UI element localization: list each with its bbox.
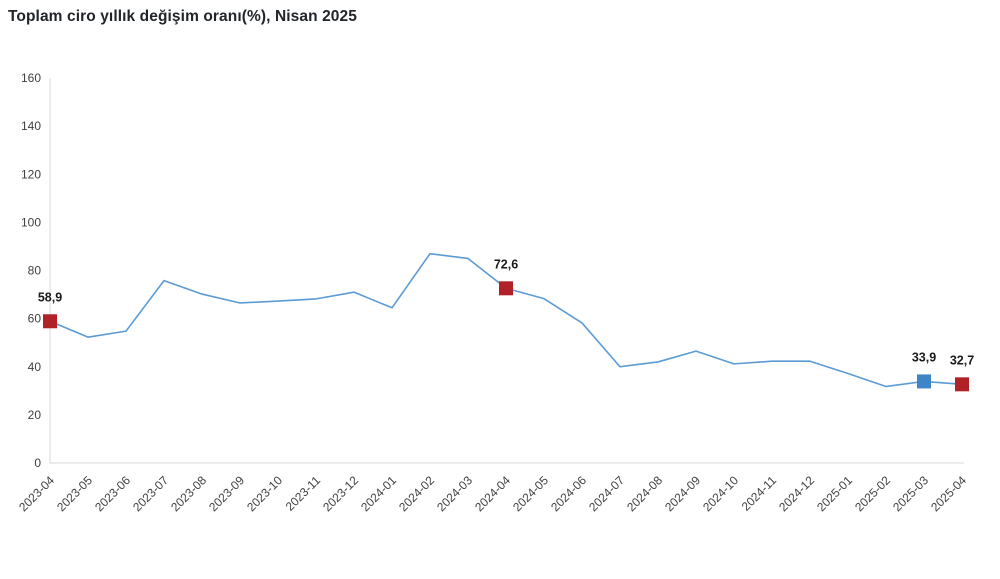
data-point-label-2025-03: 33,9: [912, 350, 936, 364]
x-axis-tick-label: 2023-07: [130, 473, 171, 514]
data-point-label-2025-04: 32,7: [950, 353, 974, 367]
x-axis-tick-label: 2024-10: [700, 473, 741, 514]
x-axis-tick-label: 2024-12: [776, 473, 817, 514]
y-axis-tick-label: 120: [21, 167, 41, 181]
y-axis-tick-label: 80: [28, 264, 42, 278]
x-axis-tick-label: 2023-12: [320, 473, 361, 514]
x-axis-tick-label: 2024-06: [548, 473, 589, 514]
y-axis-tick-label: 100: [21, 215, 41, 229]
x-axis-tick-label: 2023-11: [283, 473, 324, 514]
x-axis-tick-label: 2023-05: [54, 473, 95, 514]
series-line: [49, 252, 963, 388]
x-axis-tick-label: 2025-03: [890, 473, 931, 514]
y-axis-tick-label: 0: [34, 456, 41, 470]
data-point-marker-2025-03: [917, 374, 931, 389]
x-axis-tick-label: 2024-02: [396, 473, 437, 514]
x-axis-tick-label: 2024-05: [510, 473, 551, 514]
x-axis-tick-label: 2023-06: [92, 473, 133, 514]
chart-title: Toplam ciro yıllık değişim oranı(%), Nis…: [8, 8, 357, 25]
x-axis-tick-label: 2023-04: [16, 473, 57, 514]
y-axis-tick-label: 60: [28, 312, 42, 326]
y-axis-tick-label: 40: [28, 360, 42, 374]
data-point-label-2024-04: 72,6: [494, 257, 518, 271]
x-axis-tick-label: 2023-09: [206, 473, 247, 514]
x-axis-tick-label: 2025-04: [928, 473, 969, 514]
data-point-marker-2024-04: [499, 281, 513, 296]
x-axis-tick-label: 2024-01: [358, 473, 399, 514]
x-axis-tick-label: 2024-07: [586, 473, 627, 514]
data-point-label-2023-04: 58,9: [38, 290, 62, 304]
x-axis-tick-label: 2025-02: [852, 473, 893, 514]
x-axis-tick-label: 2023-10: [244, 473, 285, 514]
data-point-marker-2023-04: [43, 314, 57, 329]
x-axis-tick-label: 2024-08: [624, 473, 665, 514]
y-axis-tick-label: 140: [21, 119, 41, 133]
x-axis-tick-label: 2025-01: [814, 473, 855, 514]
x-axis-tick-label: 2024-04: [472, 473, 513, 514]
x-axis-tick-label: 2023-08: [168, 473, 209, 514]
y-axis-tick-label: 20: [28, 408, 42, 422]
x-axis-tick-label: 2024-11: [739, 473, 780, 514]
y-axis-tick-label: 160: [21, 71, 41, 85]
x-axis-tick-label: 2024-03: [434, 473, 475, 514]
x-axis-tick-label: 2024-09: [662, 473, 703, 514]
data-point-marker-2025-04: [955, 377, 969, 392]
